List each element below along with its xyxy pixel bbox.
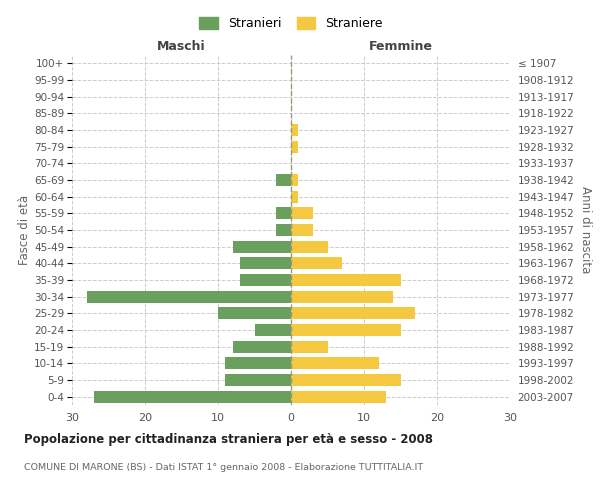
Bar (240, 274, 291, 286)
Bar (291, 290, 393, 302)
Text: Femmine: Femmine (368, 40, 433, 52)
Bar (233, 340, 291, 352)
Bar (291, 390, 386, 402)
Bar (277, 174, 291, 186)
Bar (240, 258, 291, 270)
Legend: Stranieri, Straniere: Stranieri, Straniere (194, 12, 388, 36)
Bar (291, 308, 415, 320)
Bar (86, 290, 291, 302)
Bar (277, 224, 291, 236)
Bar (291, 208, 313, 220)
Bar (291, 324, 401, 336)
Bar (233, 240, 291, 252)
Bar (291, 358, 379, 370)
Bar (291, 124, 298, 136)
Bar (291, 224, 313, 236)
Bar (277, 208, 291, 220)
Bar (218, 308, 291, 320)
Text: Popolazione per cittadinanza straniera per età e sesso - 2008: Popolazione per cittadinanza straniera p… (24, 432, 433, 446)
Bar (291, 140, 298, 152)
Bar (226, 358, 291, 370)
Bar (291, 340, 328, 352)
Bar (291, 190, 298, 202)
Y-axis label: Fasce di età: Fasce di età (19, 195, 31, 265)
Y-axis label: Anni di nascita: Anni di nascita (578, 186, 592, 274)
Text: Maschi: Maschi (157, 40, 206, 52)
Bar (291, 174, 298, 186)
Bar (94, 390, 291, 402)
Bar (291, 274, 401, 286)
Bar (226, 374, 291, 386)
Bar (254, 324, 291, 336)
Bar (291, 258, 342, 270)
Bar (291, 374, 401, 386)
Bar (291, 240, 328, 252)
Text: COMUNE DI MARONE (BS) - Dati ISTAT 1° gennaio 2008 - Elaborazione TUTTITALIA.IT: COMUNE DI MARONE (BS) - Dati ISTAT 1° ge… (24, 462, 423, 471)
